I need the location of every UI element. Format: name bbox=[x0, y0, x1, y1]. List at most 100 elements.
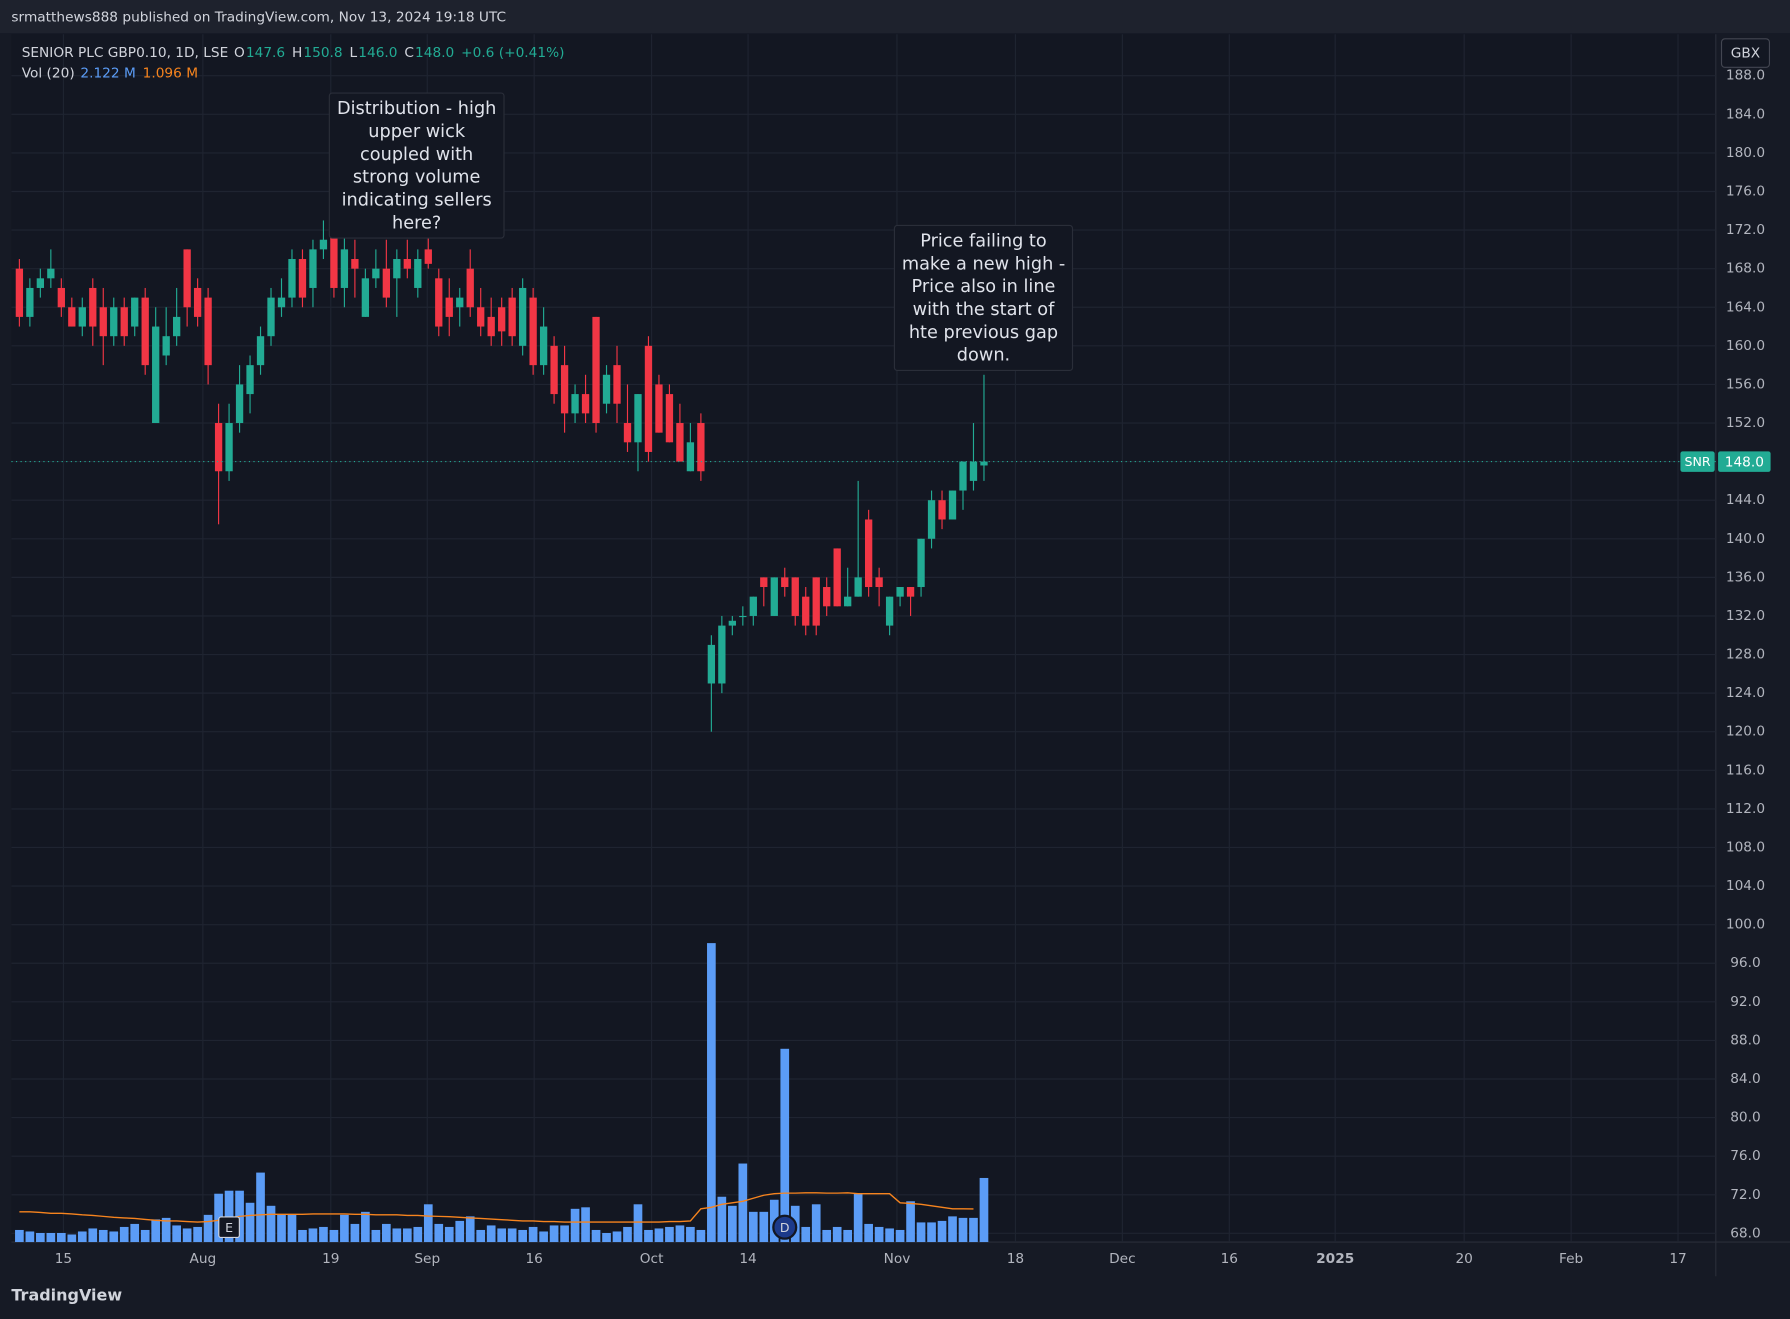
legend-key: H bbox=[291, 44, 303, 61]
x-tick-label: 18 bbox=[1007, 1251, 1024, 1267]
legend-key: L bbox=[349, 44, 358, 61]
candle-body bbox=[225, 423, 233, 472]
candle-body bbox=[560, 365, 569, 414]
candle-body bbox=[330, 230, 338, 288]
y-tick-label: 172.0 bbox=[1726, 222, 1765, 238]
candle-body bbox=[382, 268, 390, 298]
volume-bar bbox=[748, 1211, 758, 1243]
volume-bar bbox=[455, 1220, 465, 1243]
volume-bar bbox=[612, 1231, 622, 1243]
candle-body bbox=[445, 297, 453, 317]
volume-bar bbox=[56, 1232, 66, 1243]
candle-body bbox=[550, 345, 558, 395]
volume-bar bbox=[822, 1229, 832, 1243]
legend-value: 148.0 bbox=[415, 44, 455, 61]
attribution: srmatthews888 published on TradingView.c… bbox=[11, 9, 507, 26]
last-price-label: 148.0 bbox=[1725, 455, 1764, 471]
event-badge bbox=[772, 1214, 798, 1240]
volume-bar bbox=[801, 1226, 811, 1243]
y-tick-label: 108.0 bbox=[1726, 839, 1765, 855]
x-tick-label: 15 bbox=[55, 1251, 72, 1267]
candle-body bbox=[47, 268, 55, 279]
x-tick-label: 17 bbox=[1669, 1251, 1686, 1267]
volume-bar bbox=[319, 1226, 328, 1243]
candle-body bbox=[246, 365, 254, 395]
candle-body bbox=[477, 307, 485, 327]
volume-bar bbox=[151, 1219, 161, 1243]
y-tick-label: 104.0 bbox=[1726, 878, 1765, 894]
legend-value: 146.0 bbox=[358, 44, 398, 61]
candle-body bbox=[728, 620, 736, 626]
volume-bar bbox=[874, 1226, 884, 1243]
volume-bar bbox=[853, 1193, 863, 1243]
volume-bar bbox=[423, 1204, 433, 1243]
event-badge bbox=[218, 1216, 240, 1239]
x-tick-label: 16 bbox=[1221, 1251, 1238, 1267]
candle-body bbox=[424, 249, 432, 264]
candle-body bbox=[739, 615, 747, 618]
candle-body bbox=[864, 519, 873, 588]
volume-bar bbox=[161, 1217, 171, 1243]
volume-bar bbox=[256, 1172, 265, 1243]
y-tick-label: 80.0 bbox=[1730, 1110, 1760, 1126]
volume-bar bbox=[46, 1232, 56, 1243]
volume-bar bbox=[811, 1204, 821, 1243]
event-label: D bbox=[780, 1220, 790, 1235]
annotation[interactable]: Distribution - high upper wick coupled wit… bbox=[328, 92, 505, 239]
volume-bar bbox=[832, 1226, 842, 1243]
candle-body bbox=[969, 461, 978, 481]
volume-bar bbox=[298, 1229, 307, 1243]
legend-key: C bbox=[404, 44, 414, 61]
annotation[interactable]: Price failing to make a new high - Price a… bbox=[893, 224, 1074, 372]
legend: SENIOR PLC GBP0.10, 1D, LSE O147.6 H150.8 L… bbox=[22, 42, 572, 83]
annotation-line: hte previous gap bbox=[908, 321, 1059, 343]
volume-bar bbox=[182, 1228, 192, 1243]
volume-bar bbox=[507, 1228, 517, 1243]
candle-body bbox=[183, 249, 191, 308]
candle-body bbox=[833, 548, 841, 607]
y-tick-label: 144.0 bbox=[1726, 492, 1765, 508]
candle-body bbox=[959, 461, 967, 491]
currency-box[interactable] bbox=[1720, 38, 1771, 68]
candle-body bbox=[634, 394, 642, 443]
volume-bar bbox=[88, 1228, 98, 1243]
volume-bar bbox=[392, 1228, 402, 1243]
volume-bar bbox=[927, 1222, 936, 1243]
y-tick-label: 124.0 bbox=[1726, 685, 1765, 701]
volume-bar bbox=[434, 1223, 444, 1243]
candle-body bbox=[193, 287, 202, 317]
volume-bar bbox=[979, 1177, 989, 1243]
x-tick-label: 19 bbox=[322, 1251, 339, 1267]
candle-body bbox=[529, 297, 537, 366]
candle-body bbox=[938, 500, 946, 520]
candle-body bbox=[498, 307, 506, 332]
candle-body bbox=[340, 249, 349, 288]
symbol-title: SENIOR PLC GBP0.10, 1D, LSE bbox=[21, 44, 229, 61]
candle-body bbox=[15, 268, 24, 317]
candle-body bbox=[173, 316, 181, 337]
y-tick-label: 76.0 bbox=[1730, 1148, 1760, 1164]
annotation-line: make a new high - bbox=[901, 253, 1066, 274]
candle-body bbox=[844, 596, 852, 607]
candle-body bbox=[414, 259, 422, 288]
volume-bar bbox=[329, 1229, 339, 1243]
footer-text: TradingView bbox=[11, 1286, 123, 1305]
annotation-line: Price also in line bbox=[911, 276, 1056, 297]
volume-bar bbox=[340, 1214, 349, 1243]
x-tick-label: Feb bbox=[1559, 1251, 1583, 1267]
volume-bar bbox=[486, 1225, 496, 1243]
ohlc-legend: O147.6 H150.8 L146.0 C148.0 bbox=[234, 45, 461, 61]
candle-body bbox=[120, 307, 128, 337]
volume-bar bbox=[36, 1232, 45, 1243]
x-tick-label: Aug bbox=[189, 1251, 216, 1267]
candle-body bbox=[665, 394, 674, 443]
y-tick-label: 152.0 bbox=[1726, 415, 1765, 431]
volume-bar bbox=[549, 1225, 559, 1243]
volume-bar bbox=[780, 1048, 790, 1243]
candle-body bbox=[906, 587, 915, 597]
annotation-line: coupled with bbox=[360, 143, 474, 165]
volume-bar bbox=[277, 1214, 286, 1243]
change: +0.6 (+0.41%) bbox=[461, 44, 565, 61]
volume-bar bbox=[77, 1231, 87, 1243]
volume-bar bbox=[633, 1204, 643, 1243]
